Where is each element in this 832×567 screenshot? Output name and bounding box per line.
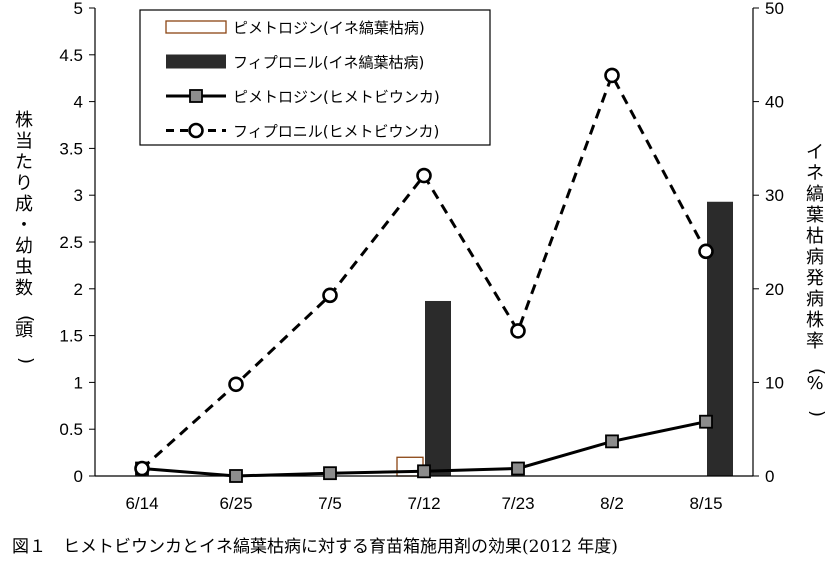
legend-symbol-3 (166, 89, 226, 103)
right-tick-label: 20 (765, 280, 784, 299)
bar-2-7-12 (425, 300, 451, 476)
x-tick-label-6-25: 6/25 (219, 494, 252, 513)
right-tick-label: 10 (765, 373, 784, 392)
x-tick-label-7-5: 7/5 (318, 494, 342, 513)
left-tick-label: 4 (74, 93, 83, 112)
x-tick-label-7-23: 7/23 (501, 494, 534, 513)
x-tick-label-8-2: 8/2 (600, 494, 624, 513)
left-tick-label: 3 (74, 186, 83, 205)
legend-label-3: ピメトロジン(ヒメトビウンカ) (233, 88, 440, 106)
legend: ピメトロジン(イネ縞葉枯病) フィプロニル(イネ縞葉枯病) ピメトロジン(ヒメトビウ… (139, 9, 491, 146)
point-series-1-8-15 (699, 414, 713, 429)
legend-label-2: フィプロニル(イネ縞葉枯病) (233, 54, 424, 72)
point-series-1-6-25 (229, 469, 243, 483)
left-tick-label: 2 (74, 280, 83, 299)
left-tick-label: 1 (74, 373, 83, 392)
line-layer (134, 67, 714, 483)
point-series-1-7-23 (511, 461, 525, 476)
left-tick-label: 2.5 (59, 233, 83, 252)
point-series-1-7-5 (323, 466, 337, 481)
point-series-2-8-15 (698, 243, 714, 260)
point-series-2-7-5 (322, 287, 338, 304)
x-tick-label-6-14: 6/14 (125, 494, 158, 513)
point-series-2-7-23 (510, 323, 526, 339)
right-tick-label: 40 (765, 93, 784, 112)
right-axis-title: イネ縞葉枯病発病株率(%) (806, 142, 827, 417)
x-tick-label-8-15: 8/15 (689, 494, 722, 513)
left-tick-label: 0 (74, 467, 83, 486)
point-series-1-7-12 (417, 464, 431, 479)
left-tick-label: 3.5 (59, 139, 83, 158)
point-series-2-6-14 (134, 460, 150, 477)
left-tick-label: 1.5 (59, 327, 83, 346)
figure-caption: 図１ ヒメトビウンカとイネ縞葉枯病に対する育苗箱施用剤の効果(2012 年度) (12, 537, 618, 557)
right-tick-label: 0 (765, 467, 774, 486)
left-tick-label: 5 (74, 0, 83, 18)
bar-layer (396, 201, 733, 477)
left-tick-label: 4.5 (59, 46, 83, 65)
legend-symbol-2 (166, 54, 226, 69)
legend-label-1: ピメトロジン(イネ縞葉枯病) (233, 19, 425, 37)
point-series-2-6-25 (228, 376, 244, 393)
legend-symbol-4 (166, 122, 226, 139)
legend-symbol-1 (165, 20, 227, 34)
bar-2-8-15 (707, 201, 733, 476)
point-series-2-8-2 (604, 67, 620, 84)
left-axis-title: 株当たり成・幼虫数(頭) (15, 110, 36, 364)
axis-titles: 株当たり成・幼虫数(頭) イネ縞葉枯病発病株率(%) (15, 110, 827, 417)
point-series-1-8-2 (605, 434, 619, 449)
right-tick-label: 30 (765, 186, 784, 205)
legend-label-4: フィプロニル(ヒメトビウンカ) (233, 123, 439, 141)
point-series-2-7-12 (416, 167, 432, 184)
right-tick-label: 50 (765, 0, 784, 18)
left-tick-label: 0.5 (59, 420, 83, 439)
x-tick-label-7-12: 7/12 (407, 494, 440, 513)
